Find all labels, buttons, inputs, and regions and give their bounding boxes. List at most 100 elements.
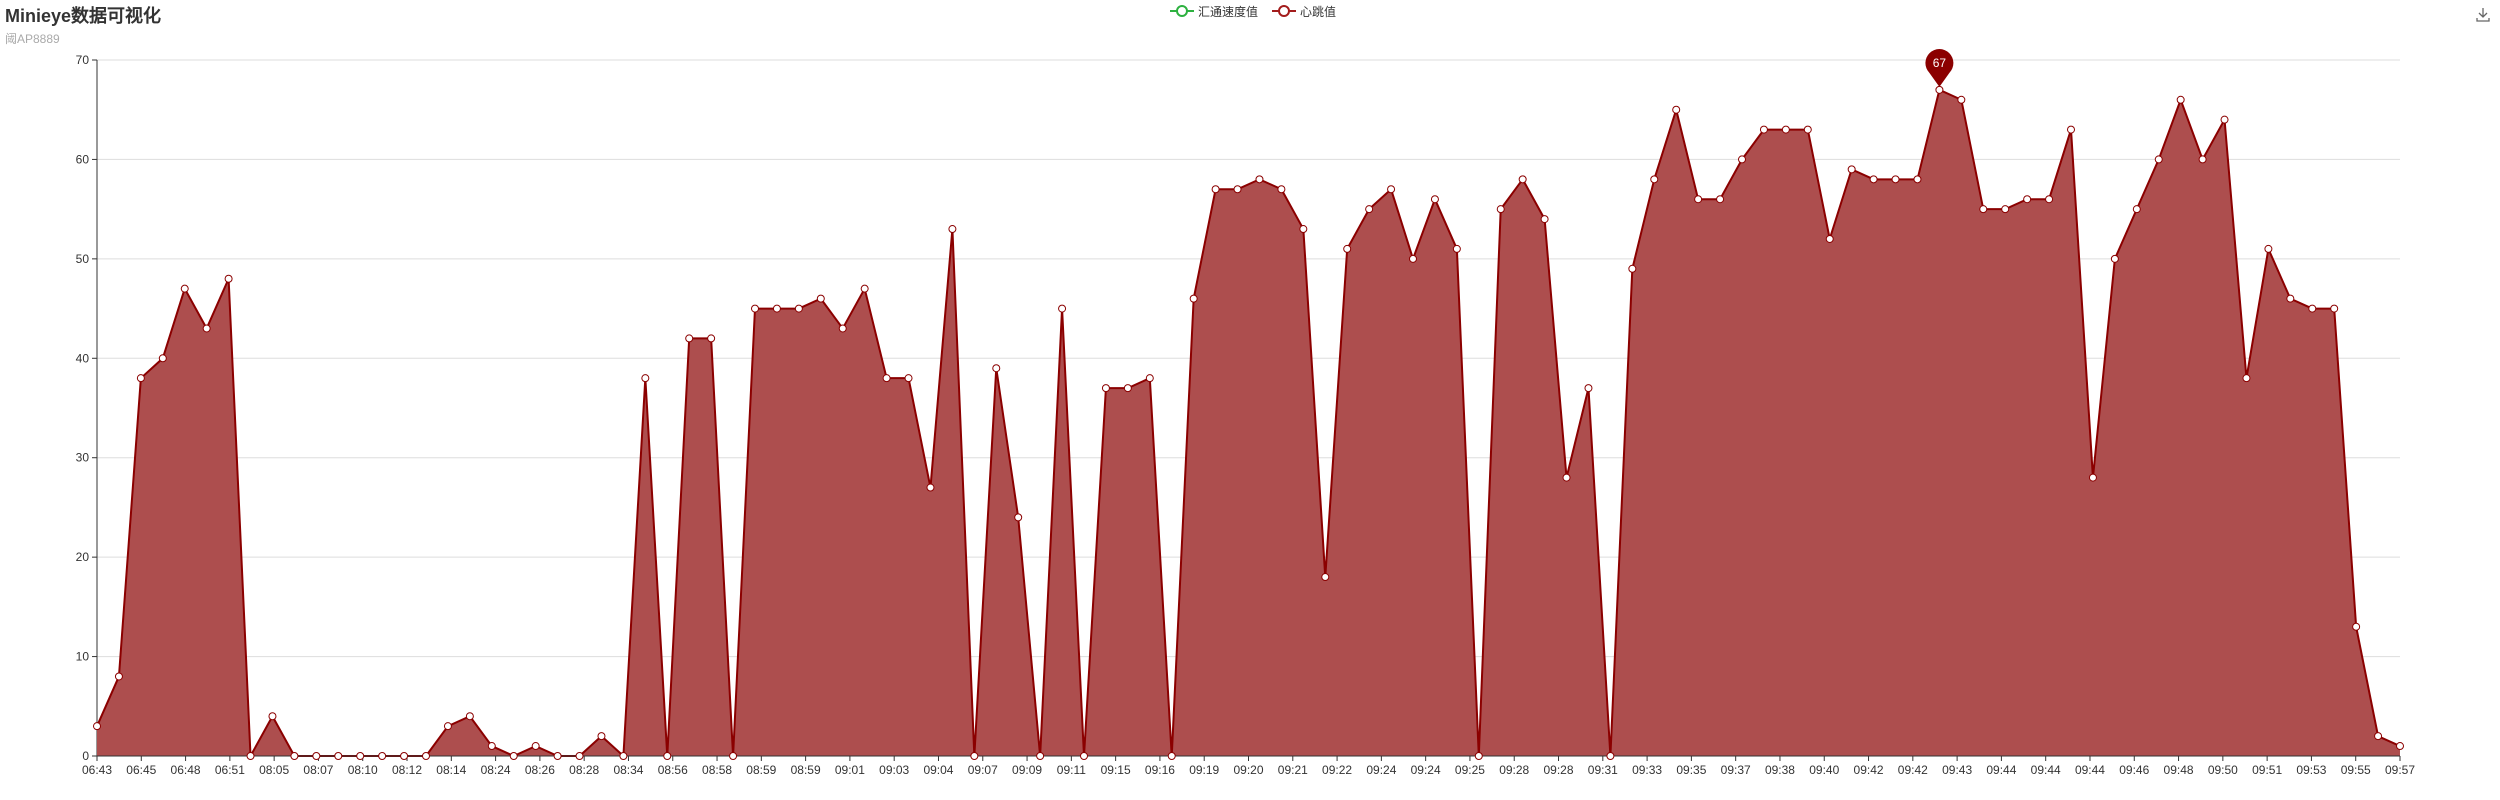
y-tick-label: 70 xyxy=(76,53,90,67)
data-point xyxy=(1255,175,1264,184)
data-point xyxy=(641,374,650,383)
x-tick-label: 09:35 xyxy=(1676,763,1706,777)
data-point xyxy=(2110,254,2119,263)
data-point xyxy=(1606,752,1615,760)
data-point xyxy=(1167,752,1176,760)
x-tick-label: 06:43 xyxy=(82,763,112,777)
data-point xyxy=(1387,185,1396,194)
data-point xyxy=(1759,125,1768,134)
x-tick-label: 08:10 xyxy=(348,763,378,777)
x-tick-label: 09:21 xyxy=(1278,763,1308,777)
x-tick-label: 09:48 xyxy=(2164,763,2194,777)
data-point xyxy=(1716,195,1725,204)
data-point xyxy=(2001,205,2010,214)
x-tick-label: 09:24 xyxy=(1366,763,1396,777)
data-point xyxy=(1365,205,1374,214)
data-point xyxy=(1650,175,1659,184)
data-point xyxy=(1803,125,1812,134)
data-point xyxy=(1869,175,1878,184)
x-tick-label: 09:20 xyxy=(1233,763,1263,777)
x-tick-label: 08:12 xyxy=(392,763,422,777)
data-point xyxy=(1913,175,1922,184)
x-tick-label: 08:05 xyxy=(259,763,289,777)
x-tick-label: 09:50 xyxy=(2208,763,2238,777)
data-point xyxy=(1058,304,1067,313)
data-point xyxy=(882,374,891,383)
x-tick-label: 09:09 xyxy=(1012,763,1042,777)
data-point xyxy=(663,752,672,760)
chart-subtitle: 阈AP8889 xyxy=(5,32,60,46)
data-point xyxy=(1562,473,1571,482)
y-tick-label: 50 xyxy=(76,252,90,266)
download-icon[interactable] xyxy=(2474,6,2492,24)
data-point xyxy=(312,752,321,760)
legend-heartbeat-label: 心跳值 xyxy=(1300,4,1337,19)
data-point xyxy=(268,712,277,721)
x-tick-label: 09:04 xyxy=(923,763,953,777)
data-point xyxy=(1847,165,1856,174)
heartbeat-line xyxy=(96,88,2401,760)
data-point xyxy=(334,752,343,760)
data-point xyxy=(2154,155,2163,164)
data-point xyxy=(356,752,365,760)
data-point xyxy=(1430,195,1439,204)
data-point xyxy=(1891,175,1900,184)
data-point xyxy=(1628,264,1637,273)
data-point xyxy=(246,752,255,760)
data-point xyxy=(1474,752,1483,760)
x-tick-label: 09:28 xyxy=(1499,763,1529,777)
legend-heartbeat-icon xyxy=(1272,4,1297,18)
data-point xyxy=(619,752,628,760)
data-point xyxy=(1935,85,1944,94)
data-point xyxy=(2352,622,2361,631)
data-point xyxy=(1014,513,1023,522)
data-point xyxy=(378,752,387,760)
legend-item-speed[interactable]: 汇通速度值 xyxy=(1170,3,1258,20)
data-point xyxy=(1233,185,1242,194)
data-point xyxy=(948,225,957,234)
data-point xyxy=(1343,244,1352,253)
data-point xyxy=(487,742,496,751)
data-point xyxy=(1584,384,1593,393)
x-tick-label: 08:59 xyxy=(791,763,821,777)
data-point xyxy=(1518,175,1527,184)
data-point xyxy=(1540,215,1549,224)
x-tick-label: 09:55 xyxy=(2341,763,2371,777)
data-point xyxy=(2374,732,2383,741)
data-point xyxy=(1781,125,1790,134)
data-point xyxy=(422,752,430,760)
data-point xyxy=(180,284,189,293)
x-tick-label: 08:59 xyxy=(746,763,776,777)
x-tick-label: 09:15 xyxy=(1101,763,1131,777)
data-point xyxy=(2264,244,2273,253)
data-point xyxy=(93,722,101,731)
data-point xyxy=(1189,294,1198,303)
data-point xyxy=(707,334,716,343)
data-point xyxy=(1738,155,1746,164)
legend-item-heartbeat[interactable]: 心跳值 xyxy=(1272,3,1336,20)
x-tick-label: 09:31 xyxy=(1588,763,1618,777)
x-tick-label: 09:44 xyxy=(1986,763,2016,777)
data-point xyxy=(224,274,233,283)
data-point xyxy=(509,752,518,760)
data-point xyxy=(136,374,145,383)
data-point xyxy=(1694,195,1703,204)
data-point xyxy=(970,752,979,760)
x-tick-label: 09:40 xyxy=(1809,763,1839,777)
data-point xyxy=(926,483,935,492)
data-point xyxy=(443,722,452,731)
data-point xyxy=(838,324,847,333)
data-point xyxy=(685,334,694,343)
x-tick-label: 06:45 xyxy=(126,763,156,777)
data-point xyxy=(904,374,913,383)
data-point xyxy=(1496,205,1505,214)
data-point xyxy=(1825,234,1834,243)
data-point xyxy=(531,742,540,751)
data-point xyxy=(2198,155,2207,164)
x-tick-label: 09:11 xyxy=(1057,763,1086,777)
x-tick-label: 09:46 xyxy=(2119,763,2149,777)
data-point xyxy=(2176,95,2185,104)
data-point xyxy=(2220,115,2229,124)
x-tick-label: 09:19 xyxy=(1189,763,1219,777)
